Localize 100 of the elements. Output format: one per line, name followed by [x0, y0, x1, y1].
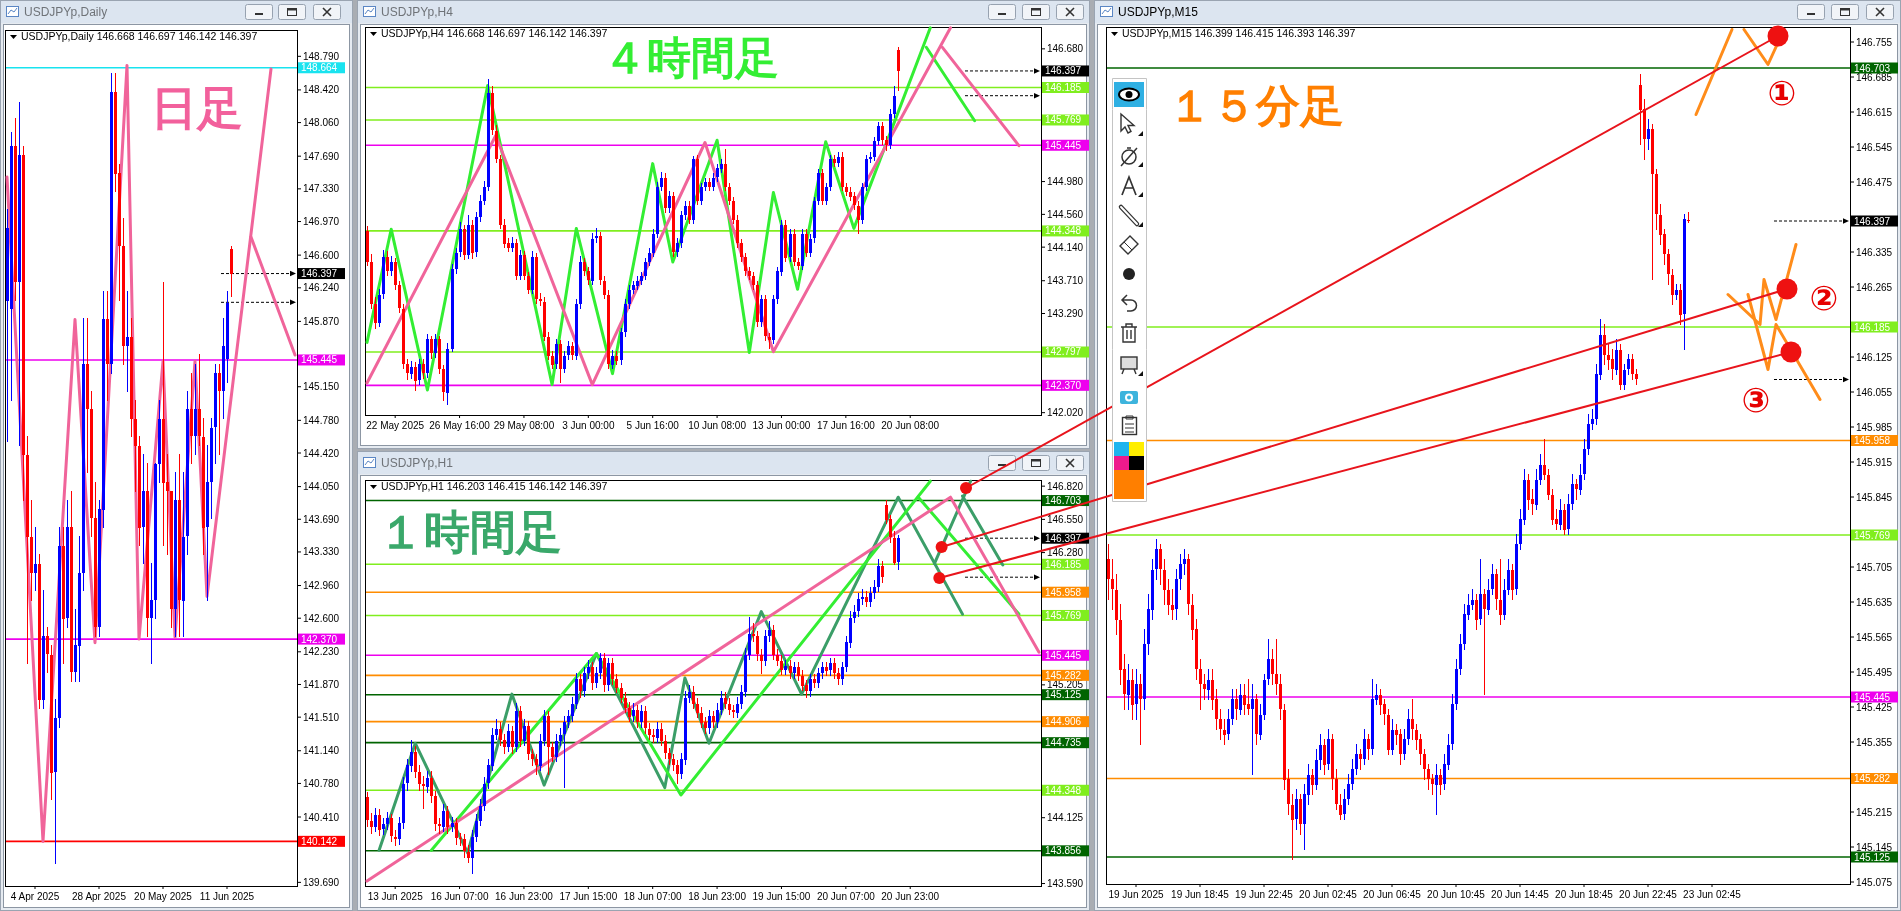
y-tick-label: 146.685: [1856, 71, 1893, 83]
y-tick-label: 146.265: [1856, 281, 1893, 293]
annotation: ③: [1741, 381, 1771, 419]
x-tick-label: 20 Jun 02:45: [1299, 889, 1358, 900]
x-tick-label: 20 Jun 07:00: [816, 891, 876, 902]
x-tick-label: 29 May 08:00: [493, 420, 555, 431]
ref-line-label: 146.397: [301, 268, 338, 280]
y-tick-label: 145.075: [1856, 876, 1893, 888]
y-tick-label: 146.680: [1047, 43, 1084, 55]
ref-line-label: 145.445: [1045, 139, 1082, 151]
x-tick-label: 18 Jun 07:00: [623, 891, 683, 902]
ref-line-label: 145.769: [1854, 529, 1891, 541]
ref-line-label: 144.348: [1045, 784, 1082, 796]
y-tick-label: 145.705: [1856, 561, 1893, 573]
annotation: １時間足: [378, 506, 562, 558]
y-tick-label: 140.410: [303, 811, 340, 823]
x-tick-label: 13 Jun 00:00: [752, 420, 811, 431]
ref-line-label: 145.445: [1854, 691, 1891, 703]
y-tick-label: 145.150: [303, 381, 340, 393]
y-tick-label: 146.335: [1856, 246, 1893, 258]
x-tick-label: 17 Jun 15:00: [559, 891, 618, 902]
ref-line-label: 142.797: [1045, 346, 1082, 358]
y-tick-label: 139.690: [303, 876, 340, 888]
x-tick-label: 5 Jun 16:00: [626, 420, 680, 431]
ref-line-label: 140.142: [301, 835, 338, 847]
ref-line-label: 145.769: [1045, 114, 1082, 126]
y-tick-label: 145.870: [303, 315, 340, 327]
x-tick-label: 13 Jun 2025: [367, 891, 424, 902]
y-tick-label: 144.140: [1047, 241, 1084, 253]
y-tick-label: 148.790: [303, 50, 340, 62]
annotation: ①: [1767, 74, 1797, 112]
x-tick-label: 18 Jun 23:00: [688, 891, 747, 902]
x-tick-label: 19 Jun 22:45: [1235, 889, 1294, 900]
x-tick-label: 19 Jun 18:45: [1171, 889, 1230, 900]
ref-line-label: 145.958: [1854, 435, 1891, 446]
y-tick-label: 141.140: [303, 745, 340, 757]
y-tick-label: 148.060: [303, 117, 340, 129]
y-tick-label: 146.055: [1856, 386, 1893, 398]
y-tick-label: 141.870: [303, 678, 340, 690]
ref-line-label: 146.397: [1854, 215, 1891, 227]
ref-line-label: 144.906: [1045, 716, 1082, 728]
x-tick-label: 17 Jun 16:00: [816, 420, 876, 431]
y-tick-label: 145.425: [1856, 701, 1893, 713]
x-tick-label: 20 Jun 22:45: [1619, 889, 1678, 900]
chart-title: USDJPYp,H1: [381, 456, 454, 470]
y-tick-label: 142.230: [303, 646, 340, 658]
y-tick-label: 148.420: [303, 84, 340, 96]
x-tick-label: 3 Jun 00:00: [562, 420, 615, 431]
ref-line-label: 148.664: [301, 62, 338, 74]
y-tick-label: 142.960: [303, 580, 340, 592]
ref-line-label: 143.856: [1045, 845, 1082, 857]
y-tick-label: 145.145: [1856, 841, 1893, 853]
ref-line-label: 145.282: [1045, 669, 1082, 681]
y-tick-label: 145.985: [1856, 421, 1893, 433]
y-tick-label: 145.205: [1047, 679, 1084, 691]
x-tick-label: 23 Jun 02:45: [1683, 889, 1742, 900]
y-tick-label: 145.635: [1856, 596, 1893, 608]
y-tick-label: 140.780: [303, 777, 340, 789]
ref-line-label: 145.445: [301, 354, 338, 366]
annotation: １５分足: [1168, 81, 1344, 130]
x-tick-label: 20 Jun 23:00: [881, 891, 940, 902]
chart-subtitle: USDJPYp,M15 146.399 146.415 146.393 146.397: [1122, 27, 1356, 39]
ref-line-label: 146.185: [1045, 82, 1082, 93]
x-tick-label: 16 Jun 23:00: [495, 891, 554, 902]
ref-line-label: 146.185: [1854, 321, 1891, 333]
ref-line-label: 146.185: [1045, 558, 1082, 570]
chart-title: USDJPYp,H4: [381, 5, 454, 19]
y-tick-label: 145.565: [1856, 631, 1893, 643]
ref-line-label: 144.735: [1045, 737, 1082, 749]
y-tick-label: 146.125: [1856, 351, 1893, 363]
y-tick-label: 144.420: [303, 447, 340, 459]
x-tick-label: 20 Jun 06:45: [1363, 889, 1422, 900]
y-tick-label: 142.020: [1047, 407, 1084, 419]
chart-subtitle: USDJPYp,H4 146.668 146.697 146.142 146.397: [381, 27, 608, 39]
x-tick-label: 20 Jun 18:45: [1555, 889, 1614, 900]
x-tick-label: 20 Jun 14:45: [1491, 889, 1550, 900]
y-tick-label: 146.970: [303, 216, 340, 228]
ref-line-label: 146.703: [1045, 495, 1082, 507]
y-tick-label: 143.330: [303, 546, 340, 558]
y-tick-label: 145.845: [1856, 491, 1893, 503]
y-tick-label: 146.545: [1856, 141, 1893, 153]
x-tick-label: 4 Apr 2025: [10, 891, 60, 902]
y-tick-label: 145.495: [1856, 666, 1893, 678]
ref-line-label: 145.125: [1045, 689, 1082, 701]
y-tick-label: 143.590: [1047, 878, 1084, 890]
ref-line-label: 145.769: [1045, 609, 1082, 621]
chart-title: USDJPYp,M15: [1118, 5, 1199, 19]
y-tick-label: 144.125: [1047, 812, 1084, 824]
y-tick-label: 144.980: [1047, 176, 1084, 188]
ref-line-label: 146.397: [1045, 65, 1082, 77]
y-tick-label: 146.475: [1856, 176, 1893, 188]
y-tick-label: 146.615: [1856, 106, 1893, 118]
x-tick-label: 20 Jun 10:45: [1427, 889, 1486, 900]
y-tick-label: 145.915: [1856, 456, 1893, 468]
y-tick-label: 141.510: [303, 711, 340, 723]
y-tick-label: 146.280: [1047, 547, 1084, 559]
ref-line-label: 146.397: [1045, 532, 1082, 544]
x-tick-label: 20 Jun 08:00: [881, 420, 940, 431]
y-tick-label: 143.290: [1047, 308, 1084, 320]
y-tick-label: 143.710: [1047, 275, 1084, 287]
